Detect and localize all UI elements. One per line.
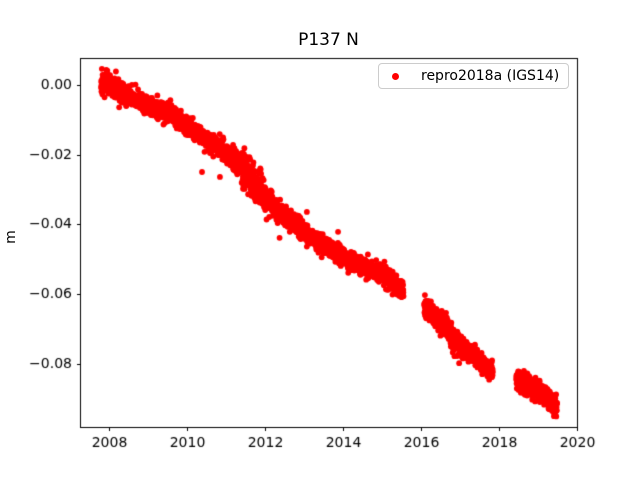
- chart-title: P137 N: [298, 30, 359, 50]
- legend-marker-dot-icon: [392, 72, 399, 80]
- y-axis-label: m: [3, 230, 19, 244]
- legend-label: repro2018a (IGS14): [421, 68, 560, 84]
- legend: repro2018a (IGS14): [378, 63, 569, 89]
